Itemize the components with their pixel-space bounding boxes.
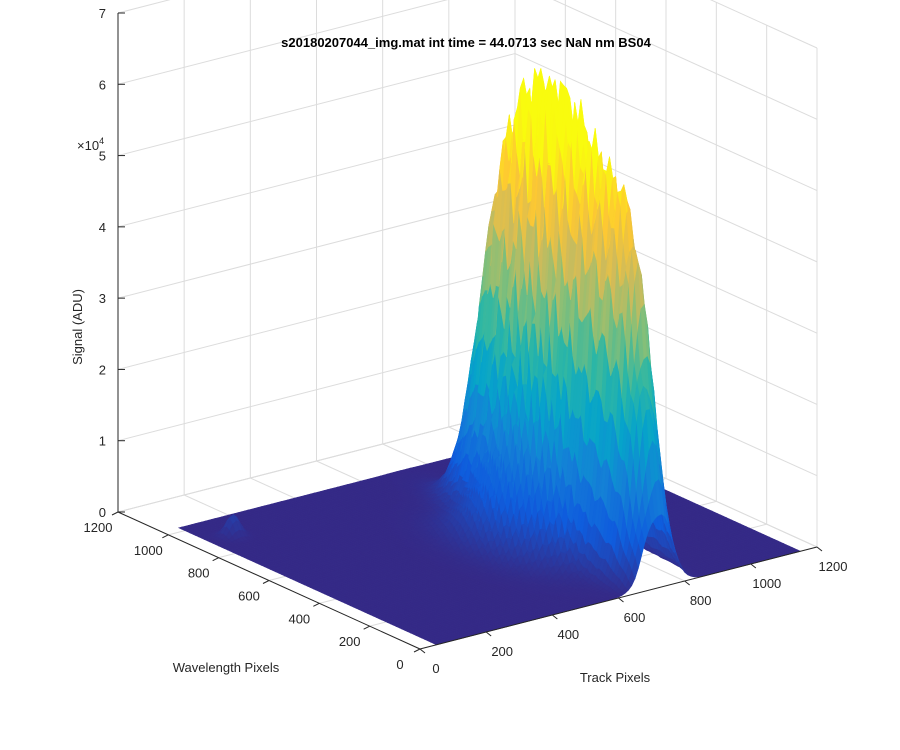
grid-line — [117, 338, 516, 442]
grid-line — [117, 53, 516, 157]
grid-line — [552, 0, 818, 120]
grid-line — [117, 266, 516, 370]
grid-line — [117, 124, 516, 228]
grid-line — [709, 0, 818, 49]
surface-mesh — [177, 68, 802, 646]
grid-line — [117, 195, 516, 299]
grid-line — [117, 409, 516, 513]
grid-line — [117, 0, 449, 85]
grid-line — [514, 53, 818, 192]
